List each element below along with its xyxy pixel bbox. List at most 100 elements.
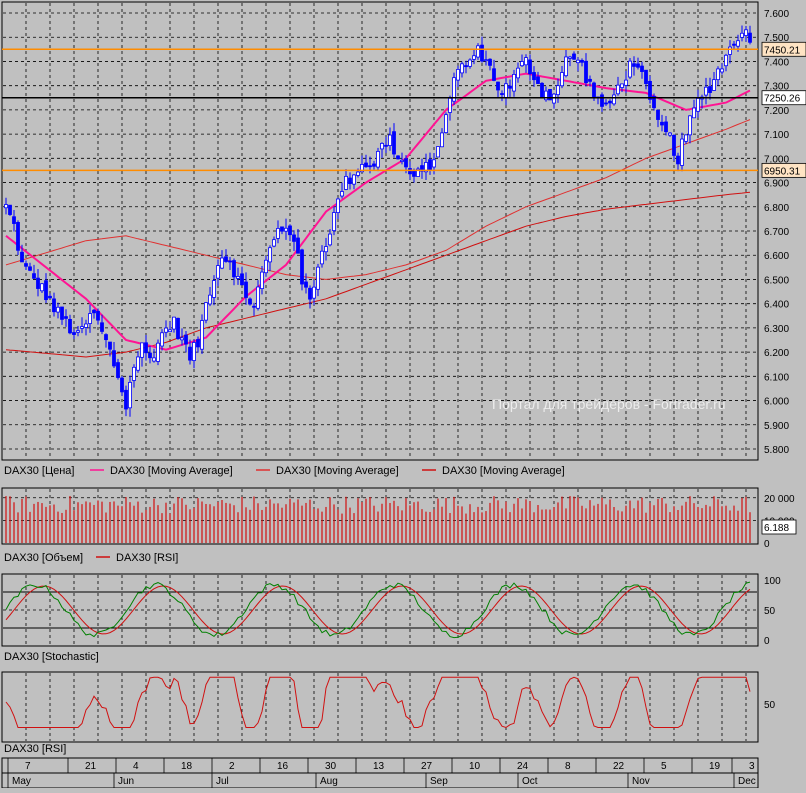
candle-body [28,266,32,271]
candle-body [480,44,484,62]
candle-body [188,346,192,361]
day-label: 30 [325,761,337,772]
candle-body [732,43,736,46]
volume-bars [5,496,751,543]
candle-body [744,29,748,36]
candle-body [244,281,248,298]
candle-body [8,204,12,215]
candle-body [340,191,344,197]
price-y-tick: 6.200 [764,348,789,359]
legend-label: DAX30 [Объем] [4,552,83,564]
rsi-plot-area[interactable] [1,671,759,743]
candle-body [172,316,176,330]
month-label: Jun [118,776,134,787]
day-label: 4 [133,761,139,772]
candle-body [204,302,208,321]
candle-body [112,350,116,367]
candle-body [220,257,224,269]
day-label: 3 [749,761,755,772]
watermark: Портал для трейдеров - Fortrader.ru [492,396,726,412]
day-label: 2 [229,761,235,772]
candle-body [584,60,588,84]
candle-body [48,295,52,299]
candle-body [360,164,364,173]
legend-label: DAX30 [Stochastic] [4,651,99,663]
candle-body [276,228,280,239]
candle-body [228,260,232,263]
candle-body [364,162,368,168]
month-label: Oct [522,776,538,787]
candle-body [748,32,752,43]
candle-body [676,155,680,165]
candle-body [640,65,644,72]
day-label: 19 [709,761,721,772]
day-label: 7 [25,761,31,772]
price-pane[interactable]: 7450.21 7250.26 6950.31 Портал для трейдер… [1,1,806,477]
candle-body [528,59,532,75]
candle-body [488,58,492,66]
candle-body [580,59,584,63]
candle-body [312,286,316,299]
day-label: 10 [469,761,481,772]
candle-body [16,222,20,251]
candle-body [468,59,472,67]
horizontal-levels: 7450.21 7250.26 6950.31 [2,41,806,178]
volume-plot-area[interactable] [1,487,759,545]
month-label: Aug [320,776,338,787]
rsi-pane[interactable]: 50 DAX30 [RSI] [1,671,776,755]
candle-body [384,144,388,147]
candle-body [368,165,372,168]
price-y-tick: 6.100 [764,372,789,383]
volume-value-box [761,519,797,535]
candle-body [540,82,544,98]
candle-body [536,76,540,84]
candle-body [80,326,84,329]
candle-body [224,256,228,262]
candle-body [260,271,264,289]
legend-label: DAX30 [Цена] [4,465,74,477]
legend-label: DAX30 [Moving Average] [442,465,565,477]
candle-body [520,61,524,67]
candle-body [240,273,244,286]
ma-mid-line [5,119,751,280]
candle-body [712,79,716,91]
candle-body [116,362,120,378]
stochastic-y-axis: 100 50 0 [764,576,781,647]
candle-body [104,334,108,341]
candle-body [356,171,360,176]
candle-body [492,68,496,81]
price-plot-area[interactable] [1,1,759,461]
candle-body [72,332,76,335]
candle-body [44,280,48,301]
candle-body [544,90,548,101]
price-y-tick: 6.600 [764,251,789,262]
candle-body [388,134,392,146]
day-label: 22 [613,761,625,772]
candle-body [708,86,712,93]
candle-body [288,225,292,236]
candle-body [632,63,636,67]
candle-body [372,163,376,167]
candle-body [4,204,8,209]
candle-body [24,263,28,267]
candle-body [76,330,80,333]
candle-body [136,356,140,371]
stochastic-plot-area[interactable] [1,573,759,647]
candle-body [652,95,656,109]
candle-body [496,81,500,91]
candle-body [84,323,88,328]
price-y-axis: 7.600 7.500 7.400 7.300 7.200 7.100 7.000 6.900… [764,9,789,456]
candle-body [608,100,612,104]
candle-body [572,53,576,60]
volume-value-label: 6.188 [764,523,789,534]
price-y-tick: 7.600 [764,9,789,20]
candle-body [472,55,476,60]
legend-label: DAX30 [RSI] [4,743,66,755]
price-y-tick: 6.900 [764,179,789,190]
time-axis[interactable]: 7 21 4 18 2 16 30 13 27 10 24 8 22 5 19 3 May Jun Jul Aug Se… [1,757,759,789]
candle-body [660,121,664,126]
level-label: 7450.21 [764,45,801,56]
stochastic-pane[interactable]: 100 50 0 DAX30 [Stochastic] [1,573,781,663]
